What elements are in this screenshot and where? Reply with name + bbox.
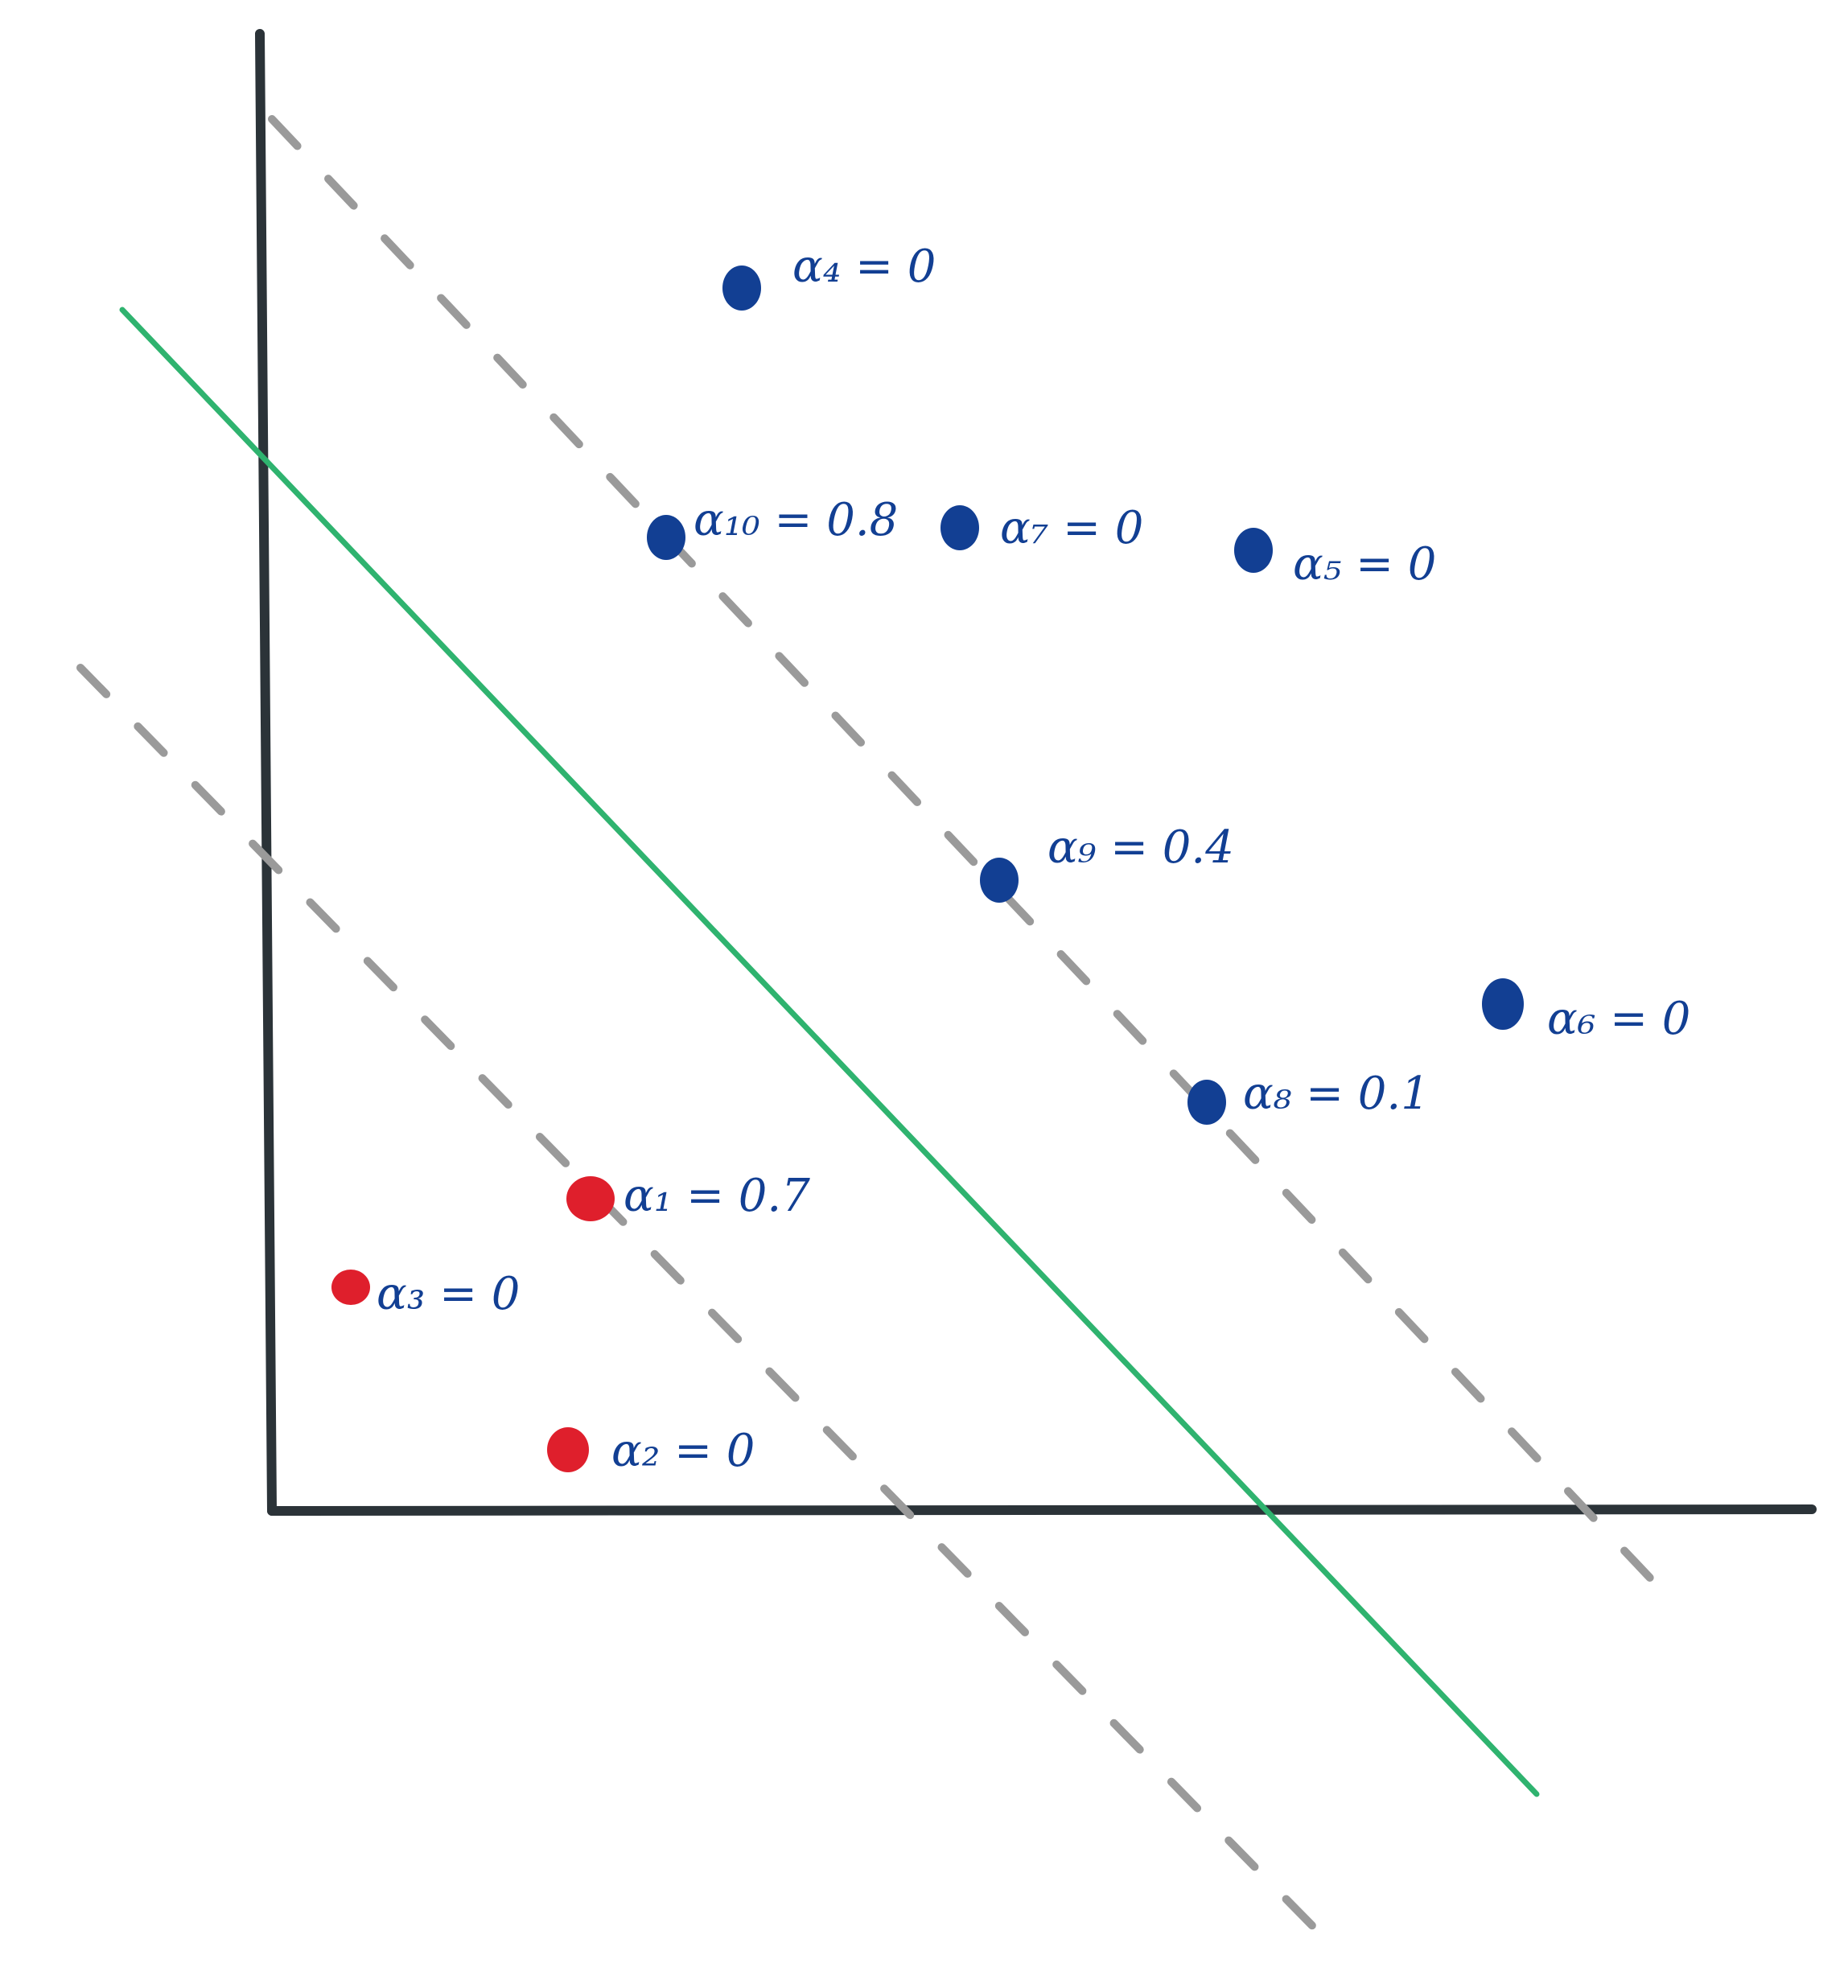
- point-alpha-4: [722, 265, 761, 311]
- label-alpha-7: α₇ = 0: [1000, 502, 1143, 554]
- point-alpha-3: [331, 1270, 370, 1305]
- lower-margin-line: [76, 664, 1336, 1949]
- point-alpha-9: [980, 858, 1019, 903]
- label-alpha-4: α₄ = 0: [792, 241, 936, 293]
- label-alpha-6: α₆ = 0: [1547, 993, 1690, 1045]
- point-alpha-7: [940, 505, 979, 550]
- label-alpha-9: α₉ = 0.4: [1047, 821, 1234, 874]
- label-alpha-3: α₃ = 0: [377, 1268, 520, 1320]
- point-alpha-1: [566, 1176, 615, 1221]
- label-alpha-8: α₈ = 0.1: [1243, 1068, 1430, 1120]
- point-alpha-2: [547, 1427, 589, 1472]
- label-alpha-5: α₅ = 0: [1293, 538, 1436, 591]
- upper-margin-line: [268, 115, 1677, 1607]
- point-alpha-8: [1187, 1080, 1226, 1125]
- label-alpha-2: α₂ = 0: [611, 1425, 755, 1477]
- y-axis: [255, 29, 277, 1516]
- label-alpha-1: α₁ = 0.7: [624, 1170, 810, 1222]
- x-axis: [267, 1504, 1817, 1516]
- decision-boundary: [119, 307, 1540, 1797]
- point-alpha-6: [1482, 978, 1524, 1030]
- label-alpha-10: α₁₀ = 0.8: [694, 494, 898, 546]
- point-alpha-5: [1234, 528, 1273, 573]
- point-alpha-10: [647, 515, 685, 560]
